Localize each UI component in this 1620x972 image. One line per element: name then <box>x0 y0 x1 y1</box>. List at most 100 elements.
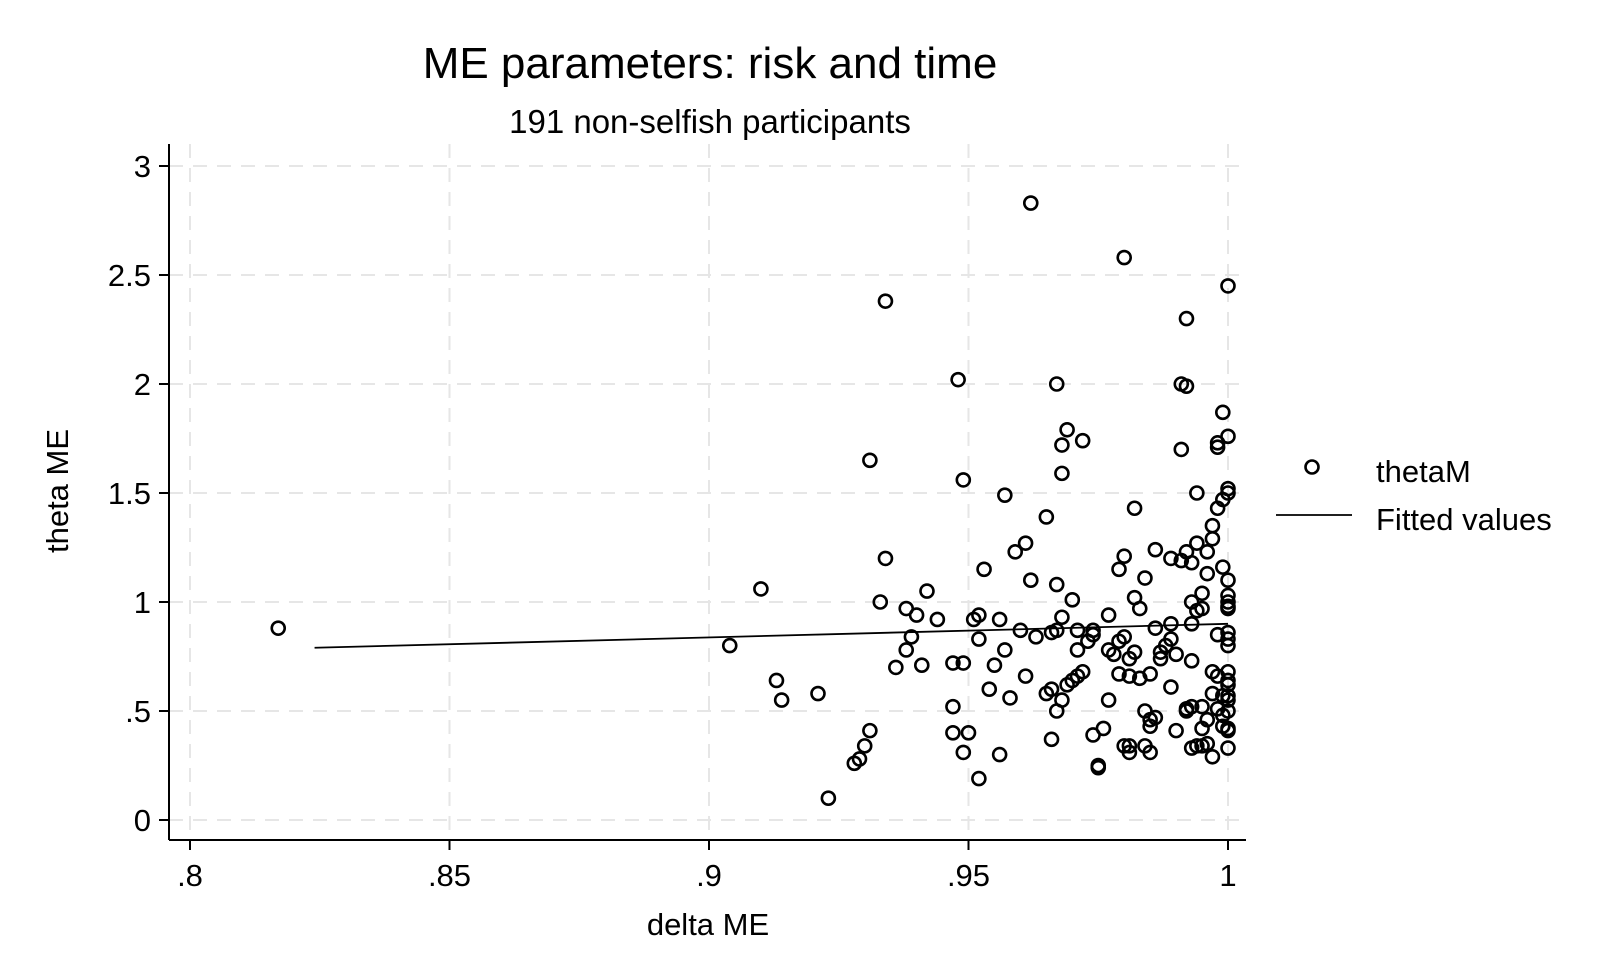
y-ticks: 0 .5 1 1.5 2 2.5 3 <box>108 149 169 838</box>
data-point <box>1163 615 1179 632</box>
data-point <box>872 594 889 610</box>
chart-title: ME parameters: risk and time <box>423 39 998 88</box>
data-point <box>1126 644 1143 660</box>
data-point <box>1220 692 1236 708</box>
data-point <box>1106 646 1122 663</box>
data-point <box>960 724 977 741</box>
data-point <box>1220 677 1236 693</box>
data-point <box>721 637 738 654</box>
data-point <box>1100 692 1117 708</box>
y-tick-label: 2.5 <box>108 258 151 293</box>
data-point <box>955 744 972 761</box>
data-point <box>1085 626 1101 643</box>
scatter-points <box>270 195 1236 807</box>
data-point <box>1111 561 1127 578</box>
data-point <box>1007 544 1024 560</box>
y-tick-label: 3 <box>134 149 151 184</box>
data-point <box>955 472 972 488</box>
data-point <box>1074 663 1091 680</box>
data-point <box>1043 681 1060 698</box>
x-tick-label: .9 <box>696 858 722 893</box>
data-point <box>1054 437 1070 453</box>
data-point <box>1059 421 1075 438</box>
data-point <box>1215 559 1231 575</box>
data-point <box>1069 622 1086 639</box>
data-point <box>1173 441 1190 458</box>
data-point <box>1142 666 1158 682</box>
data-point <box>1100 607 1117 623</box>
data-point <box>1220 687 1236 704</box>
data-point <box>1183 554 1200 571</box>
data-point <box>1204 530 1221 547</box>
data-point <box>1189 738 1205 754</box>
data-point <box>1017 668 1034 684</box>
data-point <box>1194 600 1210 617</box>
data-point <box>1121 744 1138 761</box>
data-point <box>1028 629 1044 645</box>
data-point <box>862 452 878 469</box>
data-point <box>1189 535 1205 551</box>
data-point <box>773 692 790 708</box>
data-point <box>1194 698 1210 715</box>
data-point <box>1168 646 1184 663</box>
data-point <box>971 631 987 647</box>
data-point <box>945 698 961 715</box>
data-point <box>1220 278 1236 294</box>
data-point <box>903 629 920 645</box>
data-point <box>1085 622 1101 639</box>
data-point <box>1069 642 1086 658</box>
data-point <box>820 790 837 807</box>
data-point <box>945 724 961 741</box>
data-point <box>1152 650 1169 667</box>
data-point <box>856 738 873 754</box>
data-point <box>1126 500 1143 517</box>
data-point <box>1048 376 1065 392</box>
data-point <box>1147 620 1164 636</box>
grid <box>169 144 1246 840</box>
data-point <box>1199 565 1216 582</box>
data-point <box>1189 485 1205 501</box>
data-point <box>1074 432 1091 449</box>
data-point <box>1220 600 1236 617</box>
data-point <box>1095 720 1112 737</box>
data-point <box>1183 698 1200 715</box>
data-point <box>877 293 894 309</box>
data-point <box>898 642 915 658</box>
data-point <box>1048 622 1065 639</box>
legend: thetaM Fitted values <box>1276 454 1552 537</box>
data-point <box>1121 668 1138 684</box>
data-point <box>1022 572 1039 589</box>
data-point <box>1131 600 1148 617</box>
data-point <box>1163 631 1179 647</box>
y-axis-title: theta ME <box>40 429 75 553</box>
data-point <box>1090 759 1107 776</box>
data-point <box>971 607 987 623</box>
data-point <box>768 672 785 689</box>
data-point <box>1054 692 1070 708</box>
x-tick-label: .85 <box>428 858 471 893</box>
data-point <box>1199 711 1216 728</box>
data-point <box>810 685 826 702</box>
x-tick-label: .8 <box>177 858 203 893</box>
data-point <box>1043 731 1060 748</box>
data-point <box>997 642 1013 658</box>
data-point <box>1220 722 1236 739</box>
data-point <box>908 607 925 623</box>
data-point <box>1012 622 1029 639</box>
legend-label-points: thetaM <box>1376 454 1471 489</box>
data-point <box>1215 404 1231 421</box>
y-tick-label: .5 <box>125 694 151 729</box>
data-point <box>945 655 961 671</box>
data-point <box>919 583 935 599</box>
data-point <box>1220 485 1236 501</box>
data-point <box>986 657 1003 674</box>
data-point <box>1178 378 1195 394</box>
data-point <box>991 611 1008 628</box>
data-point <box>1220 428 1236 445</box>
data-point <box>1022 195 1039 211</box>
legend-label-line: Fitted values <box>1376 502 1552 537</box>
data-point <box>1220 480 1236 497</box>
fitted-values-line <box>314 622 1229 649</box>
data-point <box>1204 685 1221 702</box>
data-point <box>851 751 868 767</box>
